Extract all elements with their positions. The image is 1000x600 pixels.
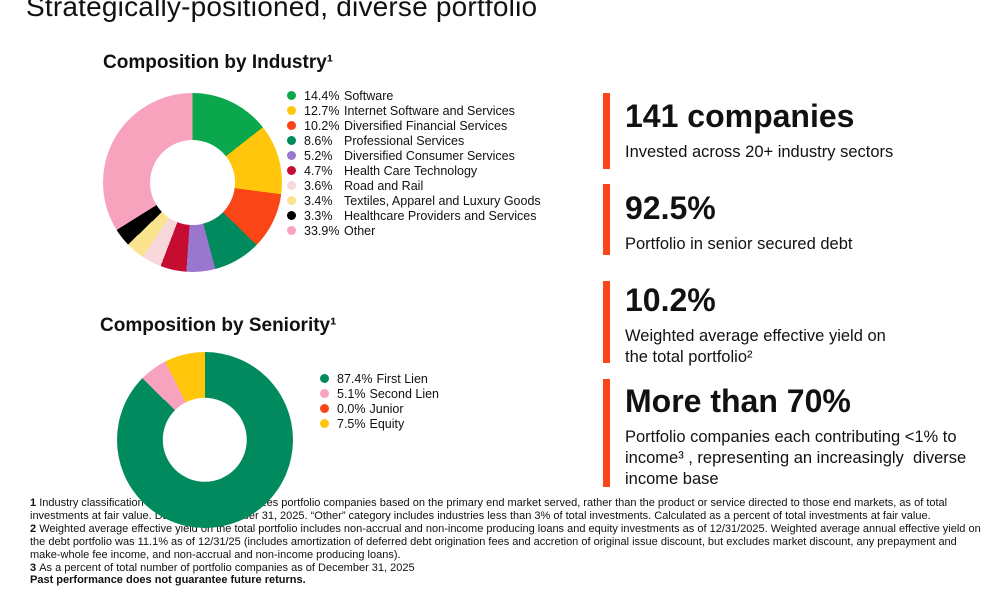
seniority-legend: 87.4% First Lien 5.1% Second Lien 0.0% Junior… (320, 371, 439, 431)
donut-hole (149, 139, 236, 226)
legend-percent: 87.4% (337, 371, 373, 386)
legend-item: 33.9% Other (287, 223, 541, 238)
page-title: Strategically-positioned, diverse portfo… (26, 0, 538, 22)
legend-label: Software (344, 88, 394, 103)
legend-percent: 0.0% (337, 401, 366, 416)
legend-percent: 3.4% (304, 193, 333, 208)
legend-item: 5.1% Second Lien (320, 386, 439, 401)
industry-donut-chart (103, 93, 282, 272)
legend-percent: 3.6% (304, 178, 333, 193)
stat-block: 92.5% Portfolio in senior secured debt (603, 184, 852, 255)
seniority-chart-title: Composition by Seniority¹ (100, 315, 337, 336)
legend-color-dot (287, 121, 296, 130)
stat-caption: Portfolio companies each contributing <1… (625, 427, 971, 489)
legend-color-dot (287, 91, 296, 100)
legend-color-dot (320, 404, 329, 413)
legend-item: 12.7% Internet Software and Services (287, 103, 541, 118)
legend-percent: 7.5% (337, 416, 366, 431)
legend-label: Second Lien (369, 386, 440, 401)
stat-block: More than 70% Portfolio companies each co… (603, 379, 979, 488)
legend-color-dot (287, 181, 296, 190)
stat-block: 10.2% Weighted average effective yield on… (603, 281, 897, 366)
stat-caption: Weighted average effective yield on the … (625, 326, 891, 367)
legend-item: 3.3% Healthcare Providers and Services (287, 208, 541, 223)
legend-item: 14.4% Software (287, 88, 541, 103)
footnote: 2 Weighted average effective yield on th… (30, 522, 981, 561)
stat-value: More than 70% (625, 383, 851, 419)
footnote: 3 As a percent of total number of portfo… (30, 561, 415, 574)
stat-caption: Portfolio in senior secured debt (625, 234, 853, 253)
legend-label: Diversified Financial Services (344, 118, 508, 133)
stat-caption: Invested across 20+ industry sectors (625, 142, 894, 161)
legend-color-dot (287, 136, 296, 145)
legend-label: Diversified Consumer Services (344, 148, 515, 163)
stat-value: 92.5% (625, 190, 716, 226)
legend-color-dot (287, 151, 296, 160)
legend-color-dot (287, 196, 296, 205)
seniority-donut-chart (117, 352, 293, 528)
legend-color-dot (320, 389, 329, 398)
legend-percent: 5.2% (304, 148, 333, 163)
legend-label: Equity (369, 416, 405, 431)
legend-percent: 12.7% (304, 103, 340, 118)
legend-label: Health Care Technology (344, 163, 478, 178)
stat-block: 141 companies Invested across 20+ industr… (603, 93, 893, 169)
legend-color-dot (287, 211, 296, 220)
legend-percent: 33.9% (304, 223, 340, 238)
legend-item: 7.5% Equity (320, 416, 439, 431)
donut-hole (162, 397, 248, 483)
legend-label: Professional Services (344, 133, 465, 148)
legend-item: 3.6% Road and Rail (287, 178, 541, 193)
legend-item: 8.6% Professional Services (287, 133, 541, 148)
industry-chart-title: Composition by Industry¹ (103, 52, 334, 73)
legend-label: First Lien (376, 371, 428, 386)
legend-item: 3.4% Textiles, Apparel and Luxury Goods (287, 193, 541, 208)
legend-item: 87.4% First Lien (320, 371, 439, 386)
legend-percent: 4.7% (304, 163, 333, 178)
stat-value: 10.2% (625, 282, 716, 318)
legend-item: 5.2% Diversified Consumer Services (287, 148, 541, 163)
legend-percent: 5.1% (337, 386, 366, 401)
legend-item: 0.0% Junior (320, 401, 439, 416)
legend-item: 4.7% Health Care Technology (287, 163, 541, 178)
legend-label: Road and Rail (344, 178, 424, 193)
industry-legend: 14.4% Software 12.7% Internet Software and … (287, 88, 541, 238)
stat-value: 141 companies (625, 98, 855, 134)
legend-label: Other (344, 223, 376, 238)
legend-color-dot (320, 374, 329, 383)
legend-color-dot (287, 106, 296, 115)
legend-percent: 10.2% (304, 118, 340, 133)
legend-percent: 3.3% (304, 208, 333, 223)
footnote: Past performance does not guarantee futu… (30, 574, 306, 587)
legend-color-dot (287, 166, 296, 175)
legend-label: Healthcare Providers and Services (344, 208, 537, 223)
legend-color-dot (287, 226, 296, 235)
legend-percent: 14.4% (304, 88, 340, 103)
legend-label: Internet Software and Services (344, 103, 515, 118)
legend-label: Textiles, Apparel and Luxury Goods (344, 193, 541, 208)
legend-item: 10.2% Diversified Financial Services (287, 118, 541, 133)
legend-percent: 8.6% (304, 133, 333, 148)
legend-label: Junior (369, 401, 404, 416)
legend-color-dot (320, 419, 329, 428)
